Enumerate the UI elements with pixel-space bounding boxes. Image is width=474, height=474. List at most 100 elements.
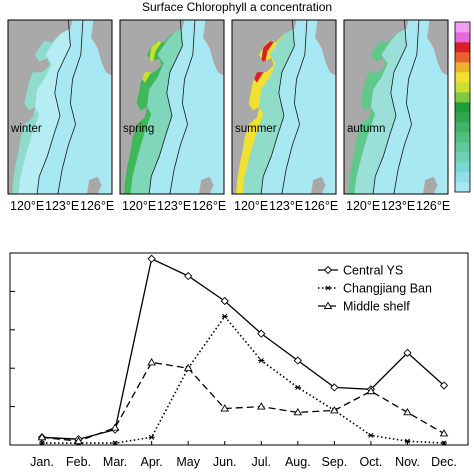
colorbar-segment (455, 92, 470, 103)
data-point (293, 356, 302, 365)
longitude-tick-label: 123°E (157, 199, 191, 213)
series-line (42, 315, 445, 444)
series-middle-shelf (37, 358, 449, 445)
isobath-100m (57, 20, 84, 194)
x-axis-ticks: Jan. Feb. Mar. Apr. May Jun. Jul. Aug. Sep. Oct. N… (30, 441, 457, 469)
legend-label: Central YS (343, 264, 403, 278)
colorbar-segment (455, 72, 470, 83)
colorbar-segment (455, 102, 470, 113)
longitude-tick-label: 123°E (45, 199, 79, 213)
data-point (112, 440, 119, 446)
x-tick-label: Jan. (30, 455, 54, 469)
isobath-50m (372, 20, 407, 194)
x-tick-label: Dec. (431, 455, 457, 469)
x-tick-label: Aug. (285, 455, 311, 469)
longitude-tick-label: 126°E (416, 199, 450, 213)
colorbar-segment (455, 32, 470, 43)
data-point (366, 386, 376, 395)
land-mass (8, 20, 73, 194)
data-point (184, 271, 193, 281)
data-point (256, 402, 266, 410)
land-taiwan (199, 176, 214, 194)
data-point (294, 384, 301, 390)
longitude-tick-label: 120°E (234, 199, 268, 213)
map-frame (231, 19, 337, 195)
colorbar-segment (455, 22, 470, 33)
data-point (293, 407, 303, 416)
x-tick-label: Jun. (213, 455, 237, 469)
data-point (39, 440, 45, 446)
isobath-50m (36, 20, 71, 194)
y-axis-ticks (10, 252, 15, 446)
data-point (439, 381, 449, 390)
land-korea (91, 20, 112, 76)
data-point (404, 438, 411, 444)
land-taiwan (423, 176, 438, 194)
colorbar-segment (455, 52, 470, 63)
map-panel-summer (232, 20, 336, 194)
data-point (439, 429, 449, 437)
data-point (403, 407, 412, 416)
longitude-tick-label: 126°E (304, 199, 338, 213)
isobath-50m (260, 20, 295, 194)
x-tick-label: Feb. (66, 455, 91, 469)
map-panel-winter (8, 20, 112, 194)
longitude-tick-label: 123°E (381, 199, 415, 213)
colorbar-segment (455, 112, 470, 123)
data-point (441, 440, 447, 446)
longitude-tick-label: 123°E (269, 199, 303, 213)
isobath-100m (169, 20, 196, 194)
data-point (220, 404, 230, 412)
data-point (323, 301, 333, 309)
isobath-100m (393, 20, 420, 194)
data-point (367, 432, 374, 438)
land-mass (120, 20, 185, 194)
colorbar-segment (455, 62, 470, 73)
figure-title: Surface Chlorophyll a concentration (142, 0, 332, 14)
data-point (221, 313, 228, 319)
land-korea (427, 20, 448, 76)
legend: Central YS Changjiang Ban Middle shelf (318, 264, 432, 314)
x-tick-label: Jul. (252, 455, 271, 469)
land-mass (232, 20, 297, 194)
colorbar (454, 21, 471, 193)
x-tick-label: Oct. (359, 455, 382, 469)
data-point (257, 329, 266, 338)
data-point (330, 406, 339, 414)
x-tick-label: Sep. (322, 455, 348, 469)
longitude-tick-label: 126°E (80, 199, 114, 213)
map-frame (343, 19, 449, 195)
x-tick-label: Mar. (103, 455, 127, 469)
colorbar-segment (455, 132, 470, 143)
map-panel-spring (120, 20, 224, 194)
x-tick-label: May (176, 455, 200, 469)
series-line (41, 361, 445, 442)
map-frame (119, 19, 225, 195)
longitude-tick-label: 120°E (346, 199, 380, 213)
isobath-100m (281, 20, 308, 194)
colorbar-segment (455, 82, 470, 93)
land-mass (344, 20, 409, 194)
colorbar-segment (455, 42, 470, 53)
x-tick-label: Nov. (395, 455, 420, 469)
data-point (148, 434, 155, 440)
panel-label: spring (123, 123, 154, 135)
series-group (37, 254, 449, 446)
data-point (403, 348, 412, 357)
data-point (183, 363, 193, 372)
chart-axes (9, 252, 469, 446)
data-point (74, 436, 83, 445)
data-point (323, 265, 333, 275)
data-point (325, 285, 331, 291)
series-line (41, 257, 445, 440)
colorbar-segment (455, 122, 470, 133)
isobath-50m (148, 20, 183, 194)
colorbar-segment (455, 182, 470, 193)
panel-label: autumn (347, 123, 385, 135)
legend-label: Middle shelf (343, 300, 410, 314)
longitude-tick-label: 120°E (122, 199, 156, 213)
map-frame (7, 19, 113, 195)
legend-label: Changjiang Ban (343, 282, 432, 296)
data-point (258, 357, 265, 364)
